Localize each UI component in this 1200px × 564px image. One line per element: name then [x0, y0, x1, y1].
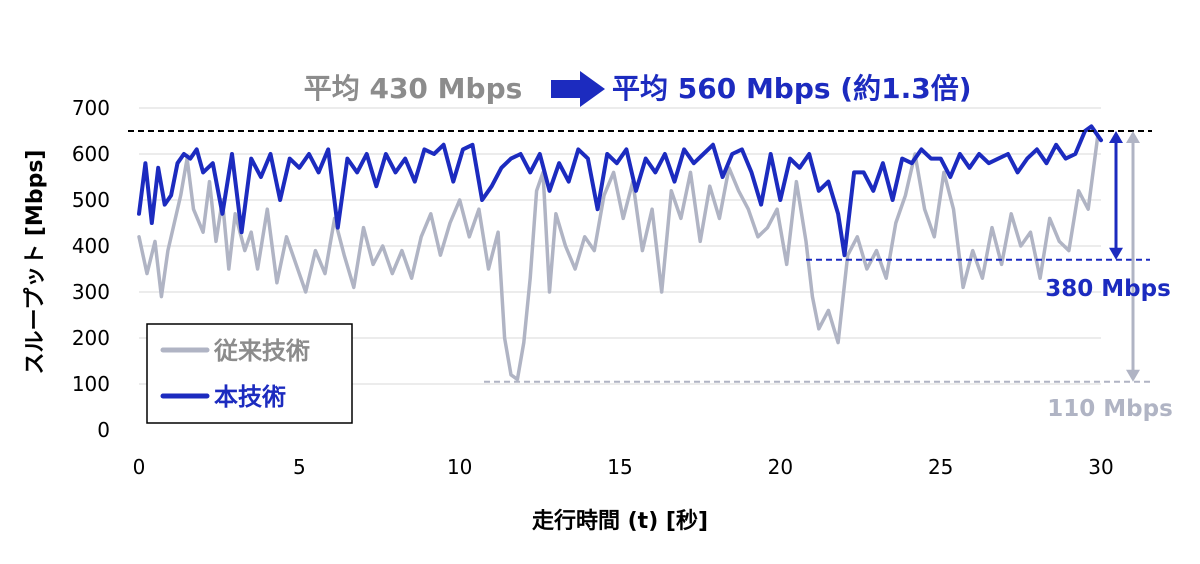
proposed-range-arrow-head-top: [1109, 131, 1123, 143]
y-tick-label: 400: [72, 234, 110, 258]
y-axis-title: スループット [Mbps]: [23, 150, 48, 375]
x-axis-title: 走行時間 (t) [秒]: [532, 508, 708, 534]
x-tick-label: 25: [928, 455, 953, 479]
y-tick-label: 100: [72, 372, 110, 396]
headline-arrow-icon: [551, 71, 605, 107]
headline-after: 平均 560 Mbps (約1.3倍): [612, 72, 972, 105]
x-tick-label: 10: [447, 455, 472, 479]
legend-box: [146, 323, 353, 424]
series-line-conventional: [137, 133, 1100, 382]
y-tick-label: 600: [72, 142, 110, 166]
conventional-range-arrow-head-bottom: [1126, 369, 1140, 382]
series-line-proposed: [137, 124, 1103, 258]
conventional-range-arrow-head-top: [1126, 131, 1140, 143]
y-tick-labels: 0 100 200 300 400 500 600 700: [72, 96, 110, 442]
y-tick-label: 300: [72, 280, 110, 304]
x-tick-label: 30: [1088, 455, 1113, 479]
headline: 平均 430 Mbps 平均 560 Mbps (約1.3倍): [304, 71, 972, 107]
x-tick-label: 20: [768, 455, 793, 479]
y-tick-label: 0: [97, 418, 110, 442]
x-tick-label: 0: [133, 455, 146, 479]
proposed-range-arrow-head-bottom: [1109, 247, 1123, 260]
y-tick-label: 200: [72, 326, 110, 350]
x-tick-label: 5: [293, 455, 306, 479]
y-tick-label: 700: [72, 96, 110, 120]
series-lines: [137, 124, 1103, 382]
legend-label-conventional: 従来技術: [213, 337, 310, 365]
x-tick-label: 15: [607, 455, 632, 479]
x-tick-labels: 0 5 10 15 20 25 30: [133, 455, 1114, 479]
legend-label-proposed: 本技術: [214, 383, 286, 411]
legend: 従来技術 本技術: [146, 323, 353, 424]
proposed-min-label: 380 Mbps: [1045, 276, 1171, 302]
annotations: 380 Mbps 110 Mbps: [128, 130, 1173, 422]
y-tick-label: 500: [72, 188, 110, 212]
headline-before: 平均 430 Mbps: [304, 72, 523, 105]
conventional-min-label: 110 Mbps: [1047, 396, 1173, 422]
